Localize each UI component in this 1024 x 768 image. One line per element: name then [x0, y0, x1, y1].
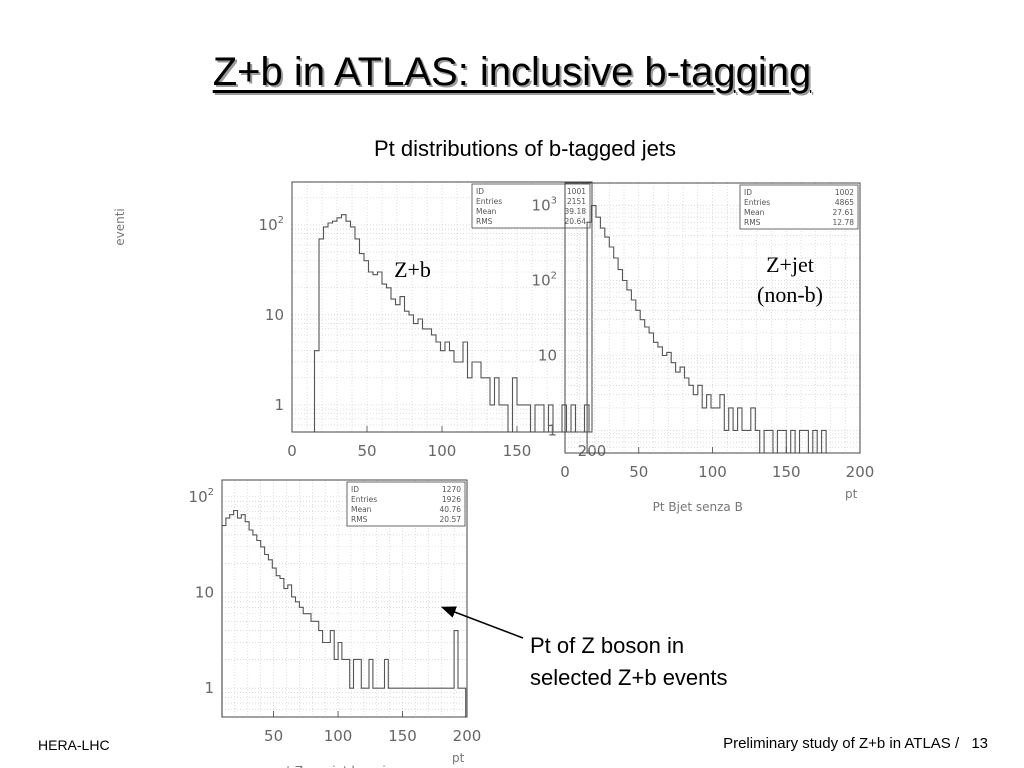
stats-label: RMS: [476, 217, 493, 226]
callout-text: Pt of Z boson in selected Z+b events: [530, 630, 728, 694]
callout-line1: Pt of Z boson in: [530, 633, 685, 658]
stats-value: 1001: [567, 187, 586, 196]
footer-title: Preliminary study of Z+b in ATLAS /: [723, 735, 960, 752]
x-tick-label: 150: [503, 442, 532, 460]
callout-line2: selected Z+b events: [530, 665, 728, 690]
histogram-line: [313, 214, 590, 433]
y-tick-label: 1: [204, 679, 214, 697]
stats-box: [346, 481, 466, 527]
x-axis-label: Pt Bjet senza B: [653, 500, 743, 514]
stats-value: 4865: [835, 198, 854, 207]
y-tick-label: 102: [259, 215, 284, 234]
y-tick-label: 102: [189, 487, 214, 506]
stats-label: RMS: [351, 515, 368, 524]
y-tick-exponent: 3: [551, 196, 557, 207]
x-axis-unit: pt: [845, 487, 858, 501]
annotation-zb-text: Z+b: [394, 257, 431, 282]
stats-value: 20.57: [440, 515, 462, 524]
y-tick-label: 102: [532, 271, 557, 290]
stats-label: Entries: [351, 495, 377, 504]
stats-value: 40.76: [440, 505, 462, 514]
stats-value: 12.78: [833, 218, 855, 227]
stats-value: 2151: [567, 197, 586, 206]
y-tick-label: 10: [538, 346, 557, 364]
histogram-line: [586, 205, 831, 454]
x-tick-label: 0: [560, 463, 570, 481]
stats-label: Mean: [351, 505, 372, 514]
annotation-zb: Z+b: [375, 255, 450, 285]
y-tick-exponent: 2: [551, 271, 557, 282]
x-tick-label: 200: [578, 442, 607, 460]
y-tick-label: 10: [265, 306, 284, 324]
annotation-zjet-line1: Z+jet: [766, 252, 814, 277]
x-tick-label: 150: [772, 463, 801, 481]
stats-value: 20.64: [565, 217, 587, 226]
histogram-line: [221, 509, 467, 717]
stats-label: Entries: [476, 197, 502, 206]
stats-value: 1926: [442, 495, 461, 504]
x-tick-label: 50: [357, 442, 376, 460]
stats-label: Mean: [744, 208, 765, 217]
x-axis-unit: pt: [452, 751, 465, 765]
x-tick-label: 50: [629, 463, 648, 481]
footer-left: HERA-LHC: [38, 737, 110, 753]
annotation-zjet-line2: (non-b): [757, 282, 823, 307]
x-tick-label: 100: [324, 727, 353, 745]
histogram-zpt: 50 100 150 200 1 10 102 ID 1270 Entries 1926 Mean 40…: [189, 479, 482, 768]
plot-frame: [221, 479, 468, 718]
y-tick-label: 1: [547, 421, 557, 439]
histogram-zjet: 0 50 100 150 200 1 10 102 103 ID 1002 Entries 4865 Me…: [532, 182, 875, 514]
x-tick-label: 50: [264, 727, 283, 745]
stats-label: RMS: [744, 218, 761, 227]
stats-label: Mean: [476, 207, 497, 216]
stats-label: ID: [476, 187, 484, 196]
stats-label: Entries: [744, 198, 770, 207]
y-tick-exponent: 2: [208, 487, 214, 498]
y-tick-label: 103: [532, 196, 557, 215]
y-tick-exponent: 2: [278, 215, 284, 226]
x-tick-label: 0: [287, 442, 297, 460]
x-tick-label: 200: [453, 727, 482, 745]
x-tick-label: 100: [428, 442, 457, 460]
slide-title: Z+b in ATLAS: inclusive b-tagging: [212, 50, 812, 94]
stats-value: 1002: [835, 188, 854, 197]
x-tick-label: 100: [698, 463, 727, 481]
footer-right: Preliminary study of Z+b in ATLAS / 13: [723, 735, 988, 752]
annotation-zjet: Z+jet (non-b): [735, 250, 845, 310]
stats-label: ID: [744, 188, 752, 197]
slide-subtitle: Pt distributions of b-tagged jets: [373, 136, 677, 161]
stats-value: 39.18: [565, 207, 587, 216]
y-axis-label: eventi: [113, 208, 127, 246]
stats-label: ID: [351, 485, 359, 494]
stats-box: [471, 183, 591, 229]
page-number: 13: [971, 735, 988, 752]
stats-box: [739, 184, 859, 230]
y-tick-label: 1: [274, 396, 284, 414]
callout-arrow: [440, 606, 524, 639]
x-tick-label: 150: [388, 727, 417, 745]
stats-value: 1270: [442, 485, 461, 494]
x-axis-label: pt Z con jet b veri: [279, 764, 386, 768]
x-tick-label: 200: [846, 463, 875, 481]
y-tick-label: 10: [195, 584, 214, 602]
stats-value: 27.61: [833, 208, 855, 217]
